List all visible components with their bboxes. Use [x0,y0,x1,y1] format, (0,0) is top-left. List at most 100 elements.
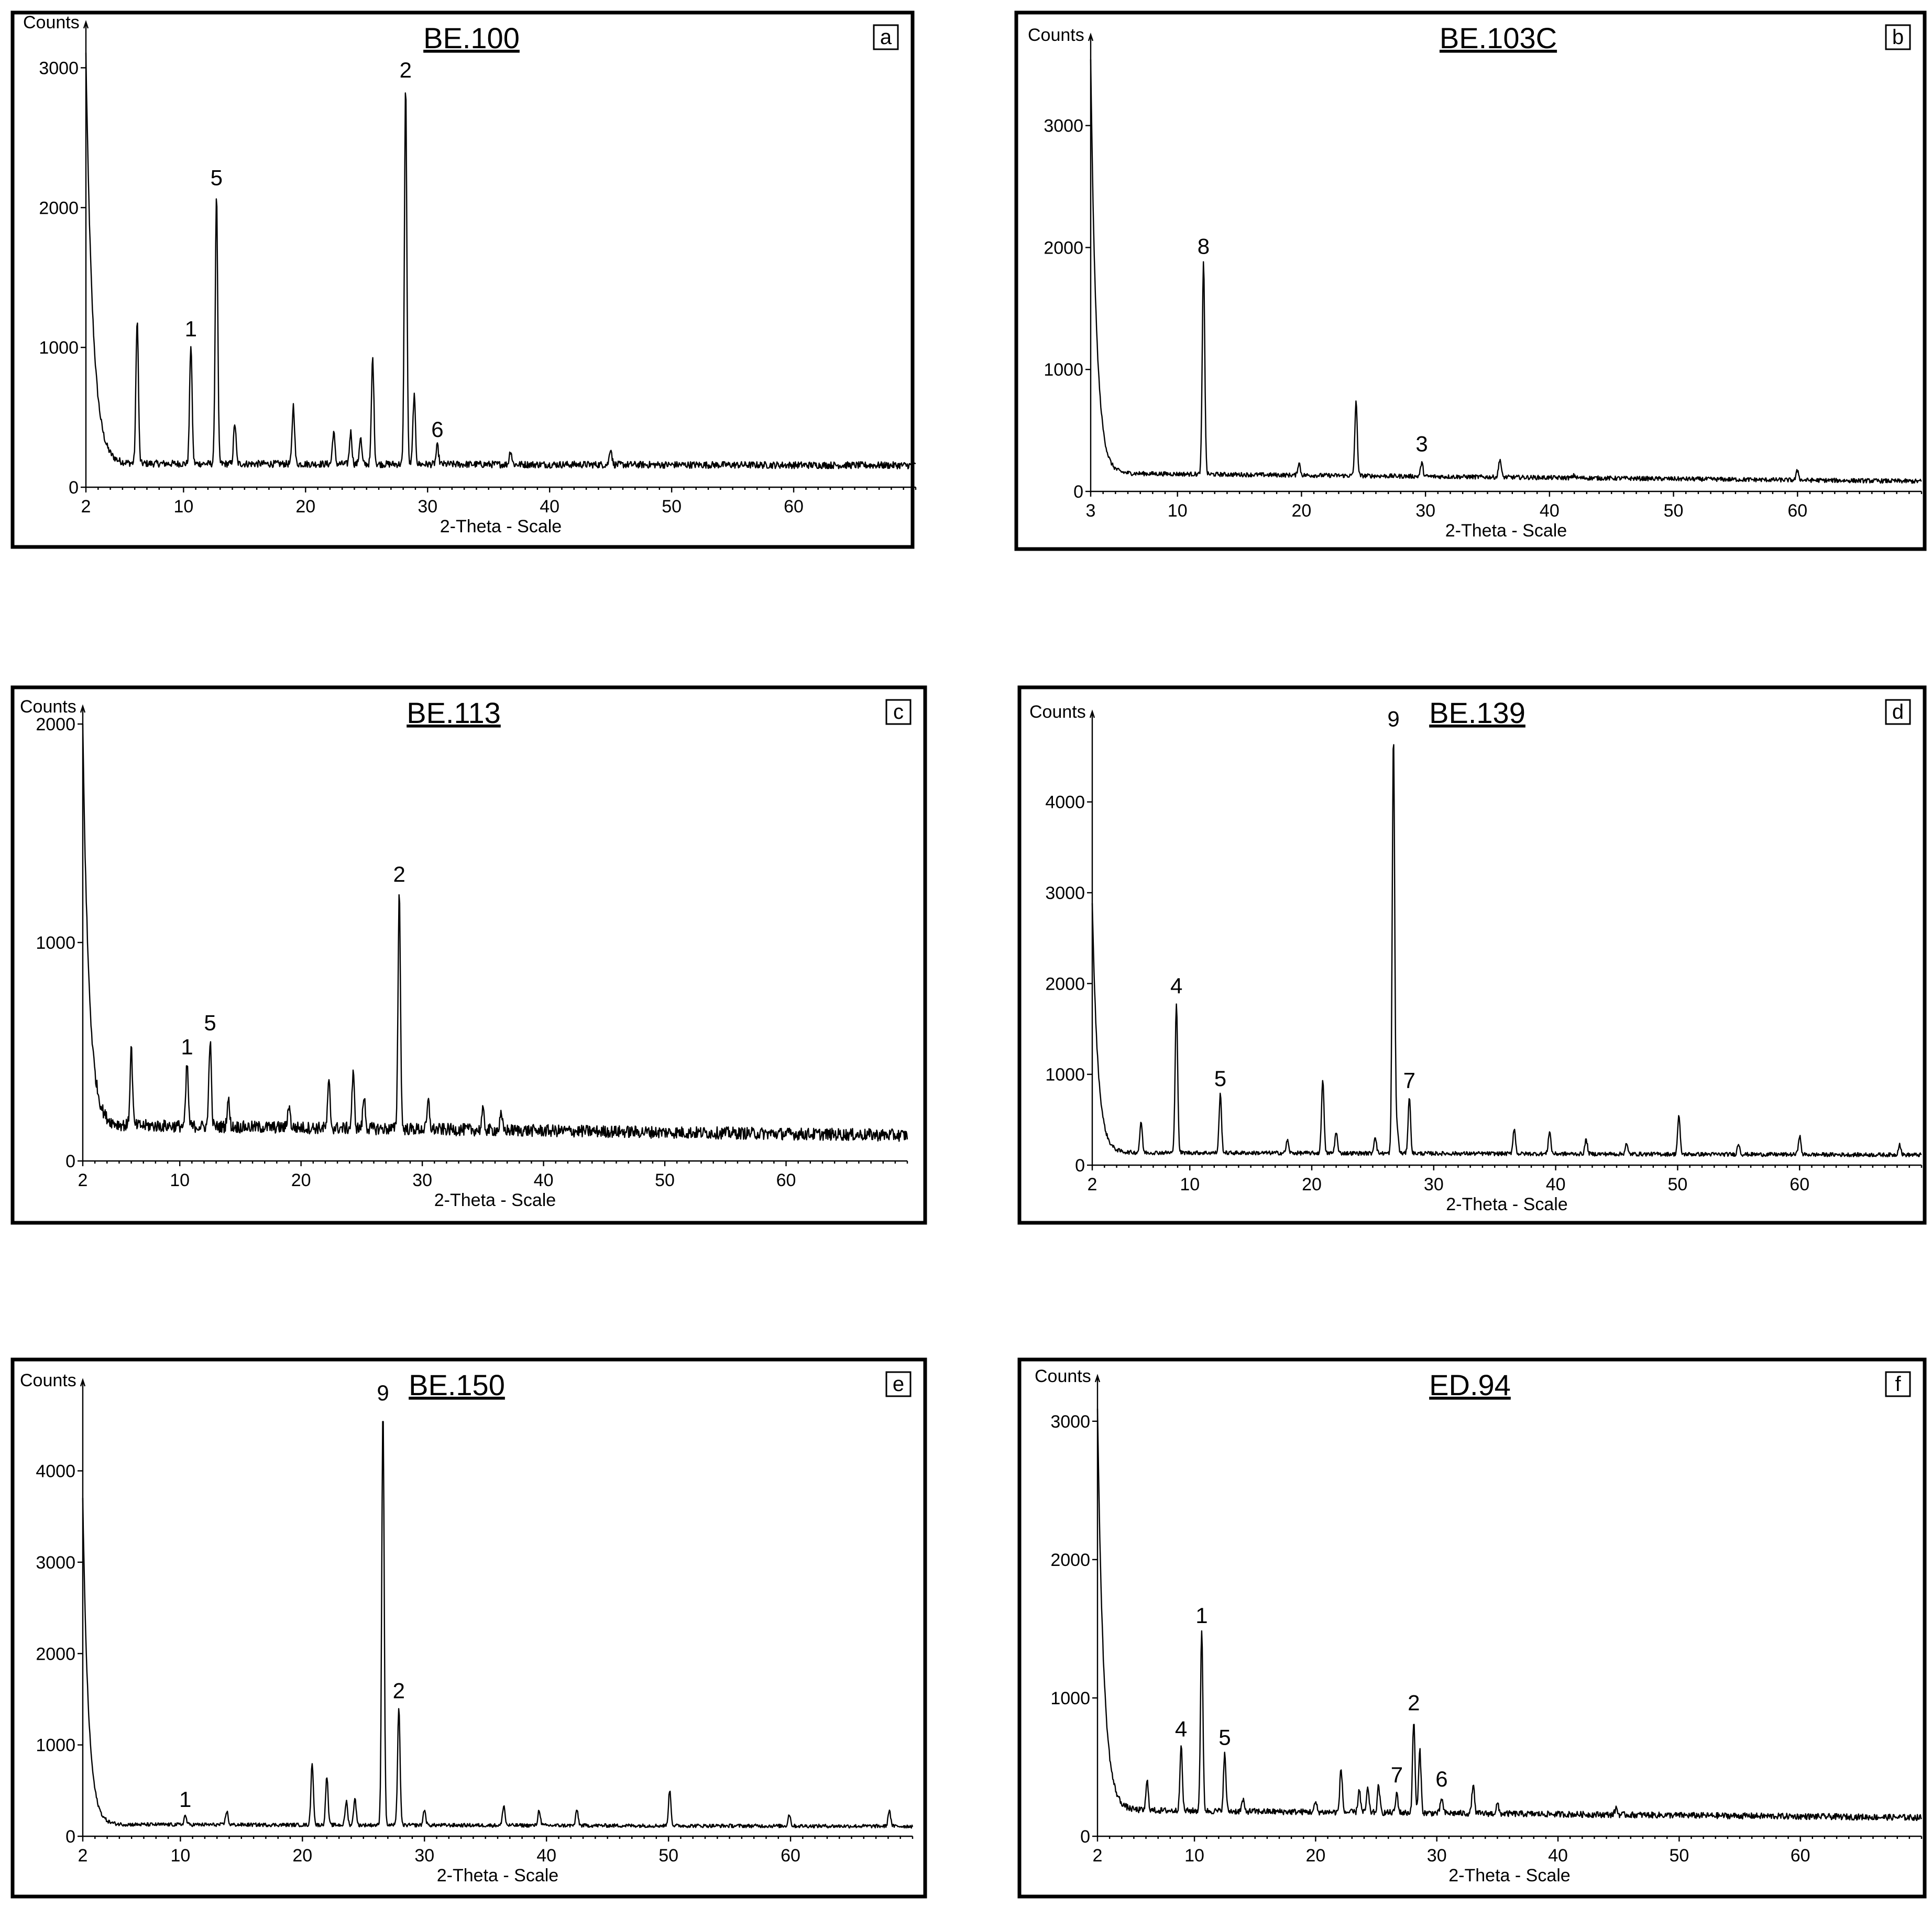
peak-label: 1 [179,1787,191,1812]
panel-letter: e [893,1373,904,1396]
peak-label: 1 [181,1034,193,1059]
y-tick-label: 0 [69,478,79,498]
peak-label: 8 [1198,234,1210,258]
panel-frame [1017,685,1927,1225]
x-tick-label: 60 [1791,1846,1810,1866]
peak-label: 1 [185,316,197,341]
peak-label: 6 [1435,1767,1447,1791]
peak-label: 1 [1195,1603,1208,1628]
x-tick-label: 10 [1168,501,1188,521]
diffraction-trace [82,724,908,1142]
panel-frame [1017,1357,1927,1899]
diffraction-trace [82,1421,914,1829]
y-tick-label: 1000 [1045,1065,1085,1085]
diffraction-trace [1090,59,1922,484]
y-tick-label: 3000 [39,58,79,78]
y-axis-arrow [1088,32,1094,41]
x-tick-label: 50 [655,1170,675,1190]
y-tick-label: 0 [65,1152,75,1171]
x-axis-label: 2-Theta - Scale [437,1866,558,1886]
y-tick-label: 1000 [1044,360,1083,380]
panel-letter-box [1885,1371,1911,1397]
x-tick-label: 60 [784,497,804,517]
x-tick-label: 10 [1180,1175,1200,1194]
peak-label: 7 [1391,1762,1403,1787]
x-axis-label: 2-Theta - Scale [440,517,562,536]
x-tick-label: 10 [1184,1846,1204,1866]
panel-letter: b [1892,26,1904,49]
y-tick-label: 1000 [36,933,75,953]
y-tick-label: 4000 [1045,793,1085,813]
x-tick-label: 2 [1093,1846,1103,1866]
peak-label: 4 [1170,973,1182,998]
x-tick-label: 20 [1302,1175,1322,1194]
x-tick-label: 50 [1667,1175,1687,1194]
panel-f: 2 10 20 30 40 50 60 0 1000 2000 3000 Counts 2-Theta … [1017,1357,1927,1899]
y-axis-label: Counts [1029,702,1086,722]
x-tick-label: 30 [1424,1175,1444,1194]
x-tick-label: 3 [1086,501,1096,521]
peak-label: 9 [1387,706,1399,731]
y-tick-label: 3000 [36,1553,75,1573]
x-tick-label: 40 [536,1846,556,1866]
x-tick-label: 50 [1664,501,1684,521]
y-tick-label: 2000 [36,715,75,735]
x-tick-label: 40 [540,497,559,517]
panel-letter-box [1885,24,1911,50]
panel-d: 2 10 20 30 40 50 60 0 1000 2000 3000 4000 Counts 2-Th… [1017,685,1927,1225]
panel-title: BE.100 [423,21,520,54]
panel-letter-box [873,24,899,50]
x-axis-label: 2-Theta - Scale [434,1190,556,1210]
diffraction-trace [85,52,916,469]
x-tick-label: 2 [78,1846,88,1866]
panel-letter: a [880,26,892,49]
peak-label: 5 [1214,1066,1226,1091]
x-tick-label: 20 [1292,501,1312,521]
peak-label: 2 [1408,1691,1420,1715]
x-tick-label: 60 [1790,1175,1809,1194]
y-axis-arrow [1094,1374,1101,1383]
y-tick-label: 0 [1075,1156,1085,1176]
x-tick-label: 20 [295,497,315,517]
panel-frame [10,1357,927,1899]
y-tick-label: 3000 [1044,116,1083,136]
panel-frame [1014,10,1927,551]
x-tick-label: 20 [291,1170,311,1190]
x-tick-label: 30 [1427,1846,1447,1866]
peak-label: 6 [431,417,443,442]
panel-title: BE.139 [1429,696,1525,729]
panel-title: BE.150 [409,1368,505,1401]
peak-label: 7 [1403,1068,1415,1092]
panel-letter-box [885,1371,912,1397]
x-tick-label: 40 [1548,1846,1568,1866]
x-tick-label: 40 [1546,1175,1566,1194]
x-tick-label: 30 [1415,501,1435,521]
y-tick-label: 2000 [1044,238,1083,258]
x-tick-label: 30 [418,497,437,517]
y-tick-label: 2000 [1045,974,1085,994]
peak-label: 5 [204,1010,216,1035]
x-tick-label: 2 [1088,1175,1097,1194]
panel-title: BE.103C [1440,21,1557,54]
y-tick-label: 0 [65,1827,75,1847]
y-tick-label: 0 [1080,1827,1090,1847]
y-tick-label: 1000 [39,338,79,358]
peak-label: 3 [1415,431,1428,456]
x-tick-label: 30 [412,1170,432,1190]
panel-e: 2 10 20 30 40 50 60 0 1000 2000 3000 4000 Counts 2-Th… [10,1357,927,1899]
panel-frame [10,10,915,549]
panel-title: ED.94 [1429,1368,1511,1401]
y-axis-arrow [83,20,89,29]
y-tick-label: 3000 [1050,1412,1090,1432]
y-axis-label: Counts [1035,1366,1091,1386]
x-tick-label: 10 [170,1170,190,1190]
x-tick-label: 60 [781,1846,800,1866]
peak-label: 2 [393,862,405,886]
x-tick-label: 40 [1540,501,1560,521]
y-axis-label: Counts [23,13,80,32]
panel-letter: d [1892,700,1904,724]
x-tick-label: 50 [662,497,682,517]
y-axis-label: Counts [20,1371,76,1390]
y-tick-label: 1000 [36,1736,75,1756]
